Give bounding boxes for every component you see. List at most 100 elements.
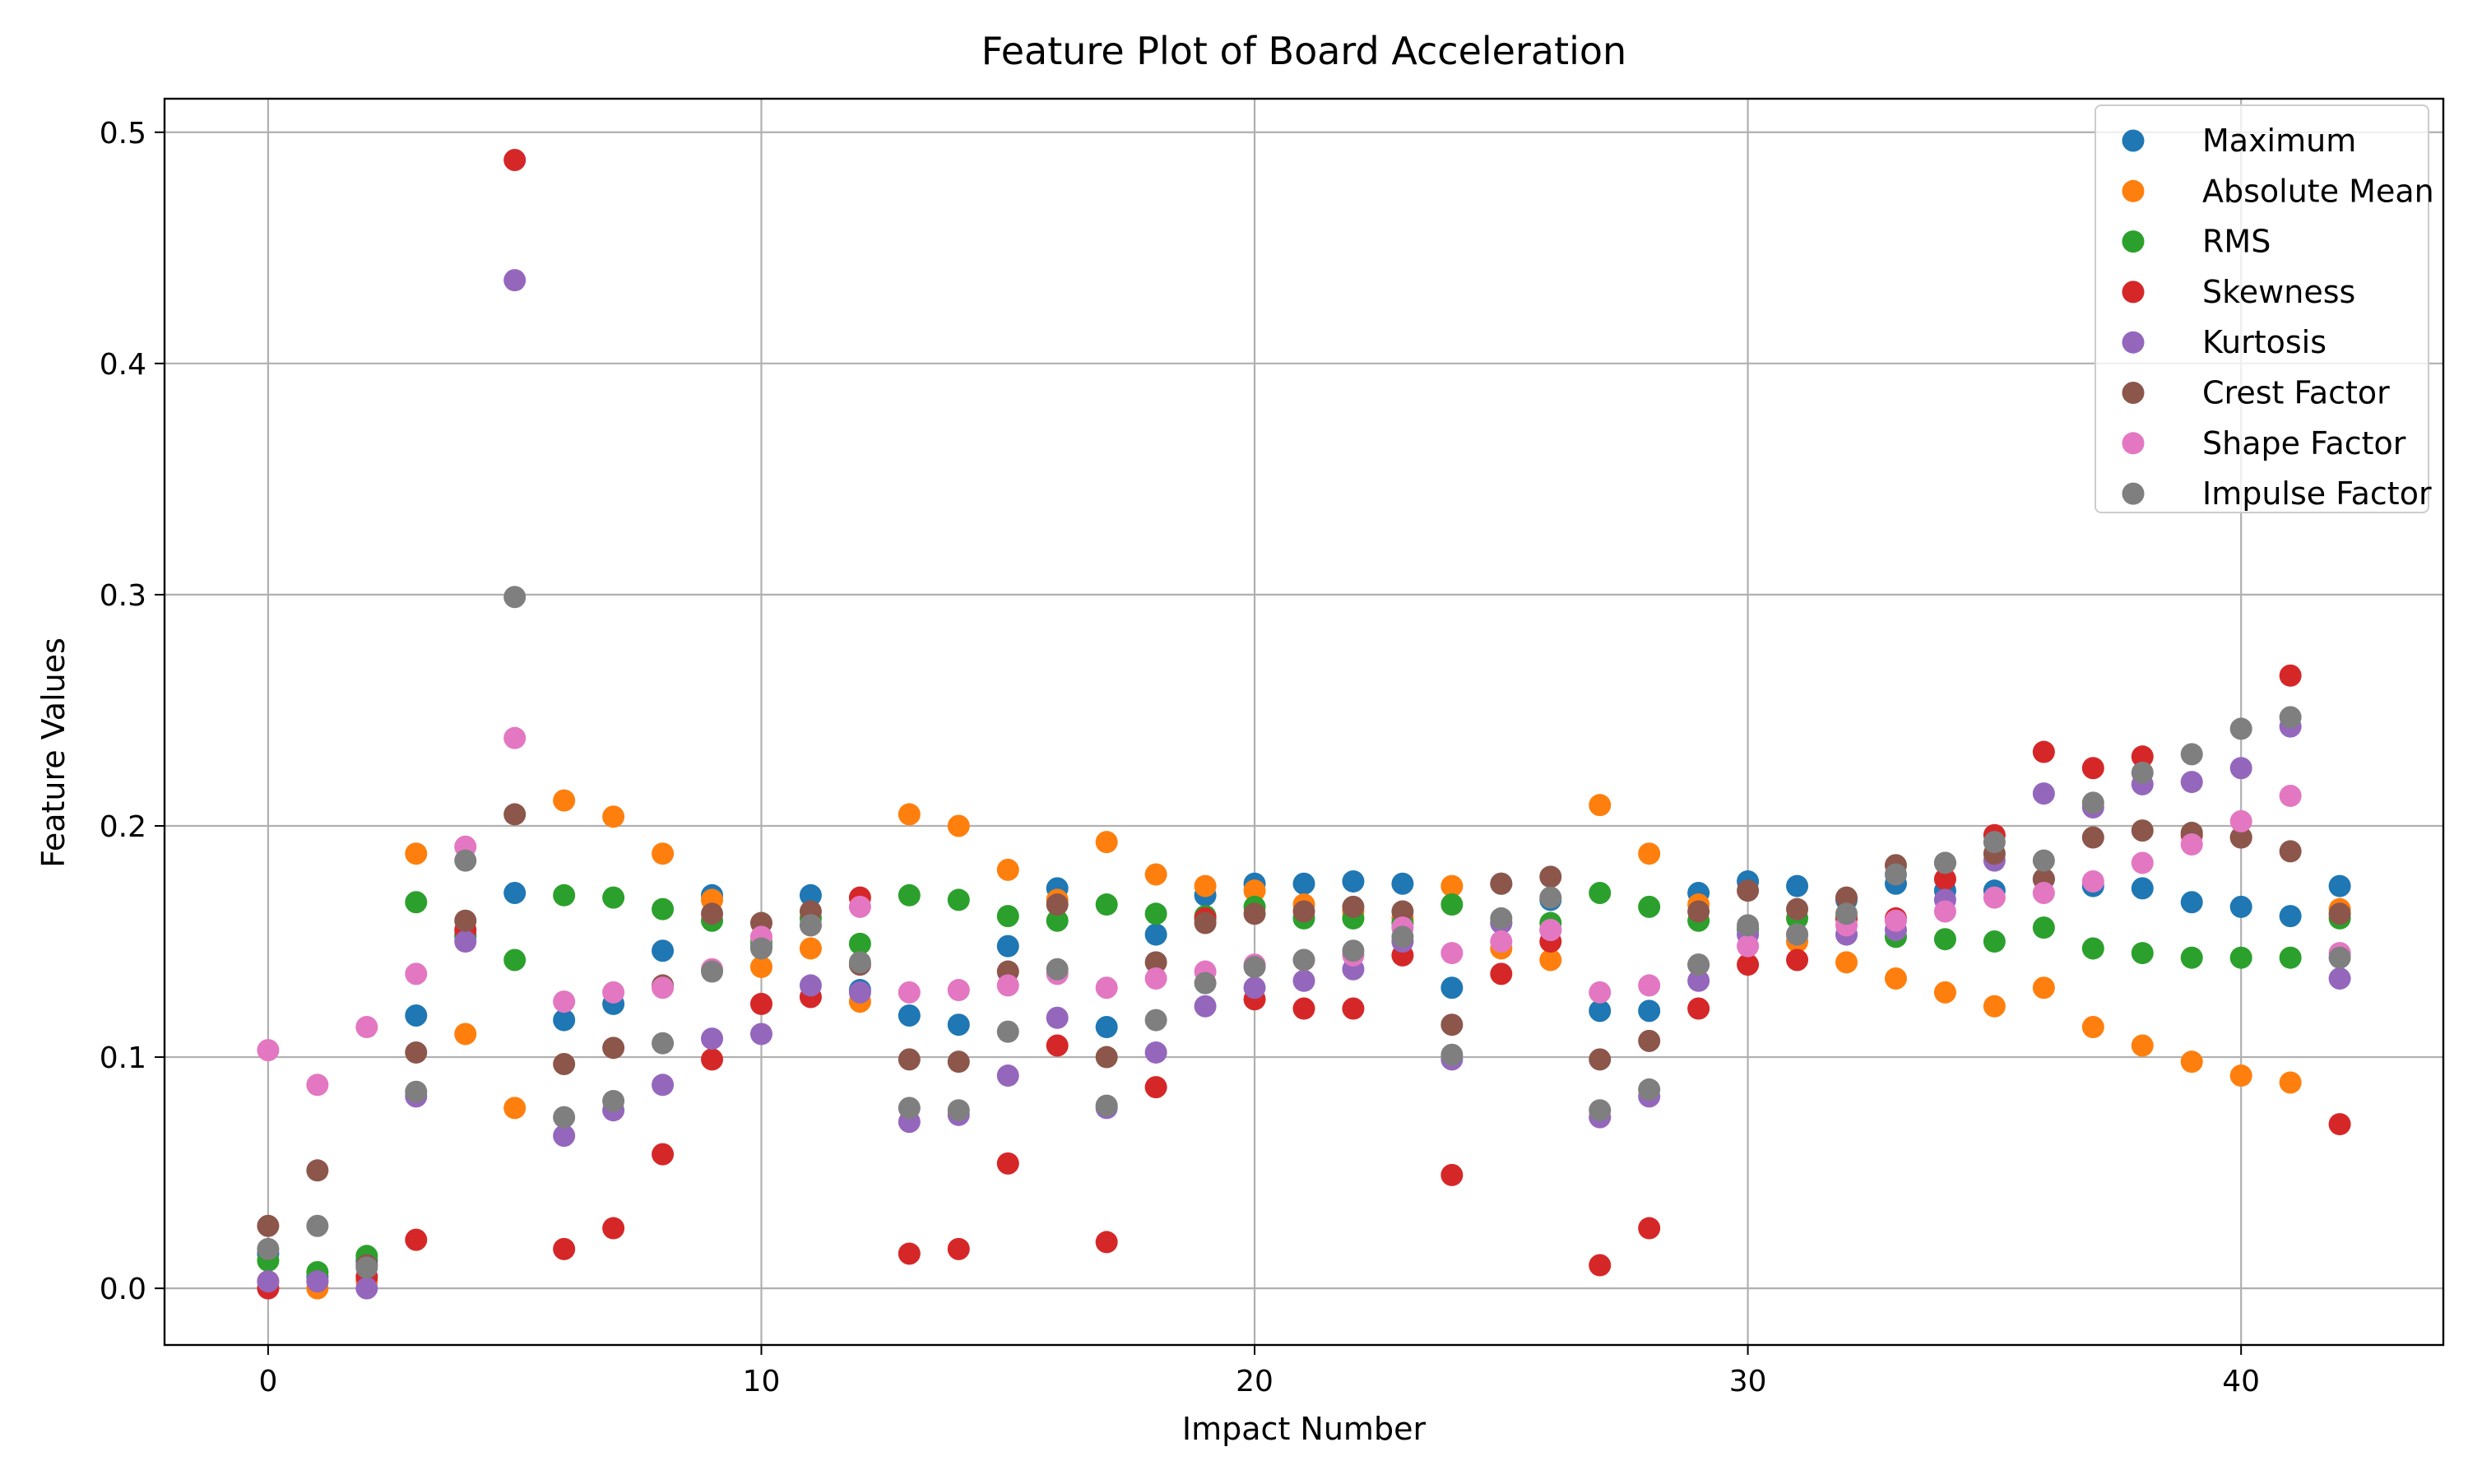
data-point [2132, 877, 2154, 899]
data-point [553, 1106, 575, 1129]
x-tick-label: 0 [258, 1365, 277, 1398]
data-point [1096, 1046, 1118, 1069]
data-point [2329, 967, 2351, 990]
data-point [948, 1238, 970, 1260]
data-point [1589, 1048, 1611, 1070]
data-point [2082, 1016, 2104, 1038]
data-point [503, 1097, 526, 1119]
data-point [652, 976, 674, 999]
data-point [948, 814, 970, 837]
data-point [1195, 995, 1217, 1018]
data-point [1589, 1254, 1611, 1277]
data-point [1440, 1044, 1463, 1066]
legend-marker [2122, 432, 2145, 454]
data-point [1490, 962, 1512, 985]
data-point [355, 1256, 378, 1278]
data-point [849, 951, 871, 973]
data-point [1391, 925, 1413, 948]
data-point [1440, 976, 1463, 999]
data-point [997, 935, 1019, 958]
data-point [2181, 743, 2203, 765]
data-point [2181, 947, 2203, 969]
data-point [306, 1270, 328, 1292]
data-point [652, 842, 674, 865]
data-point [701, 961, 723, 983]
data-point [1096, 893, 1118, 916]
data-point [948, 888, 970, 911]
data-point [553, 1053, 575, 1075]
x-tick-label: 10 [743, 1365, 781, 1398]
data-point [1342, 939, 1364, 962]
data-point [405, 1229, 427, 1251]
data-point [1244, 956, 1266, 978]
data-point [898, 803, 921, 825]
data-point [553, 790, 575, 812]
data-point [2181, 771, 2203, 793]
data-point [503, 882, 526, 904]
data-point [2033, 882, 2055, 904]
data-point [948, 1013, 970, 1036]
legend-label: Skewness [2202, 274, 2355, 310]
data-point [898, 1097, 921, 1119]
data-point [355, 1278, 378, 1300]
data-point [306, 1074, 328, 1096]
data-point [1835, 951, 1858, 973]
data-point [602, 805, 624, 828]
data-point [1786, 924, 1808, 946]
data-point [1195, 972, 1217, 995]
data-point [2033, 782, 2055, 805]
data-point [997, 974, 1019, 996]
data-point [1046, 958, 1069, 981]
data-point [503, 149, 526, 171]
legend-label: RMS [2202, 224, 2271, 260]
y-tick-label: 0.4 [100, 348, 146, 382]
data-point [1342, 870, 1364, 893]
data-point [1145, 864, 1167, 886]
data-point [1145, 902, 1167, 925]
data-point [257, 1039, 279, 1061]
data-point [1391, 873, 1413, 895]
data-point [2033, 850, 2055, 872]
data-point [1539, 887, 1561, 909]
data-point [1539, 919, 1561, 941]
data-point [503, 949, 526, 972]
data-point [1195, 912, 1217, 934]
data-point [2181, 833, 2203, 856]
data-point [1244, 902, 1266, 925]
data-point [602, 1036, 624, 1059]
legend-label: Shape Factor [2202, 425, 2406, 461]
data-point [553, 990, 575, 1013]
y-tick-label: 0.1 [100, 1041, 146, 1075]
data-point [2329, 902, 2351, 925]
data-point [2280, 665, 2302, 687]
legend-marker [2122, 230, 2145, 253]
data-point [2082, 791, 2104, 814]
data-point [306, 1159, 328, 1181]
legend-marker [2122, 180, 2145, 202]
series-rms [257, 882, 2350, 1283]
data-point [1589, 1099, 1611, 1121]
data-point [2033, 916, 2055, 939]
series-kurtosis [257, 269, 2350, 1299]
legend-label: Maximum [2202, 123, 2356, 159]
data-point [405, 1081, 427, 1103]
data-point [1589, 882, 1611, 904]
data-point [997, 905, 1019, 927]
data-point [997, 1064, 1019, 1087]
data-point [2082, 870, 2104, 893]
data-point [1046, 1035, 1069, 1057]
data-point [1096, 976, 1118, 999]
data-point [898, 981, 921, 1004]
data-point [2230, 947, 2252, 969]
data-point [701, 902, 723, 925]
data-point [1934, 981, 1956, 1004]
data-point [997, 1021, 1019, 1043]
data-point [948, 1050, 970, 1073]
data-point [1293, 873, 1315, 895]
data-point [1638, 896, 1660, 918]
data-point [2033, 741, 2055, 763]
axes: 0102030400.00.10.20.30.40.5 [100, 99, 2443, 1398]
data-point [1687, 998, 1710, 1020]
x-tick-label: 40 [2222, 1365, 2260, 1398]
data-point [701, 1027, 723, 1050]
